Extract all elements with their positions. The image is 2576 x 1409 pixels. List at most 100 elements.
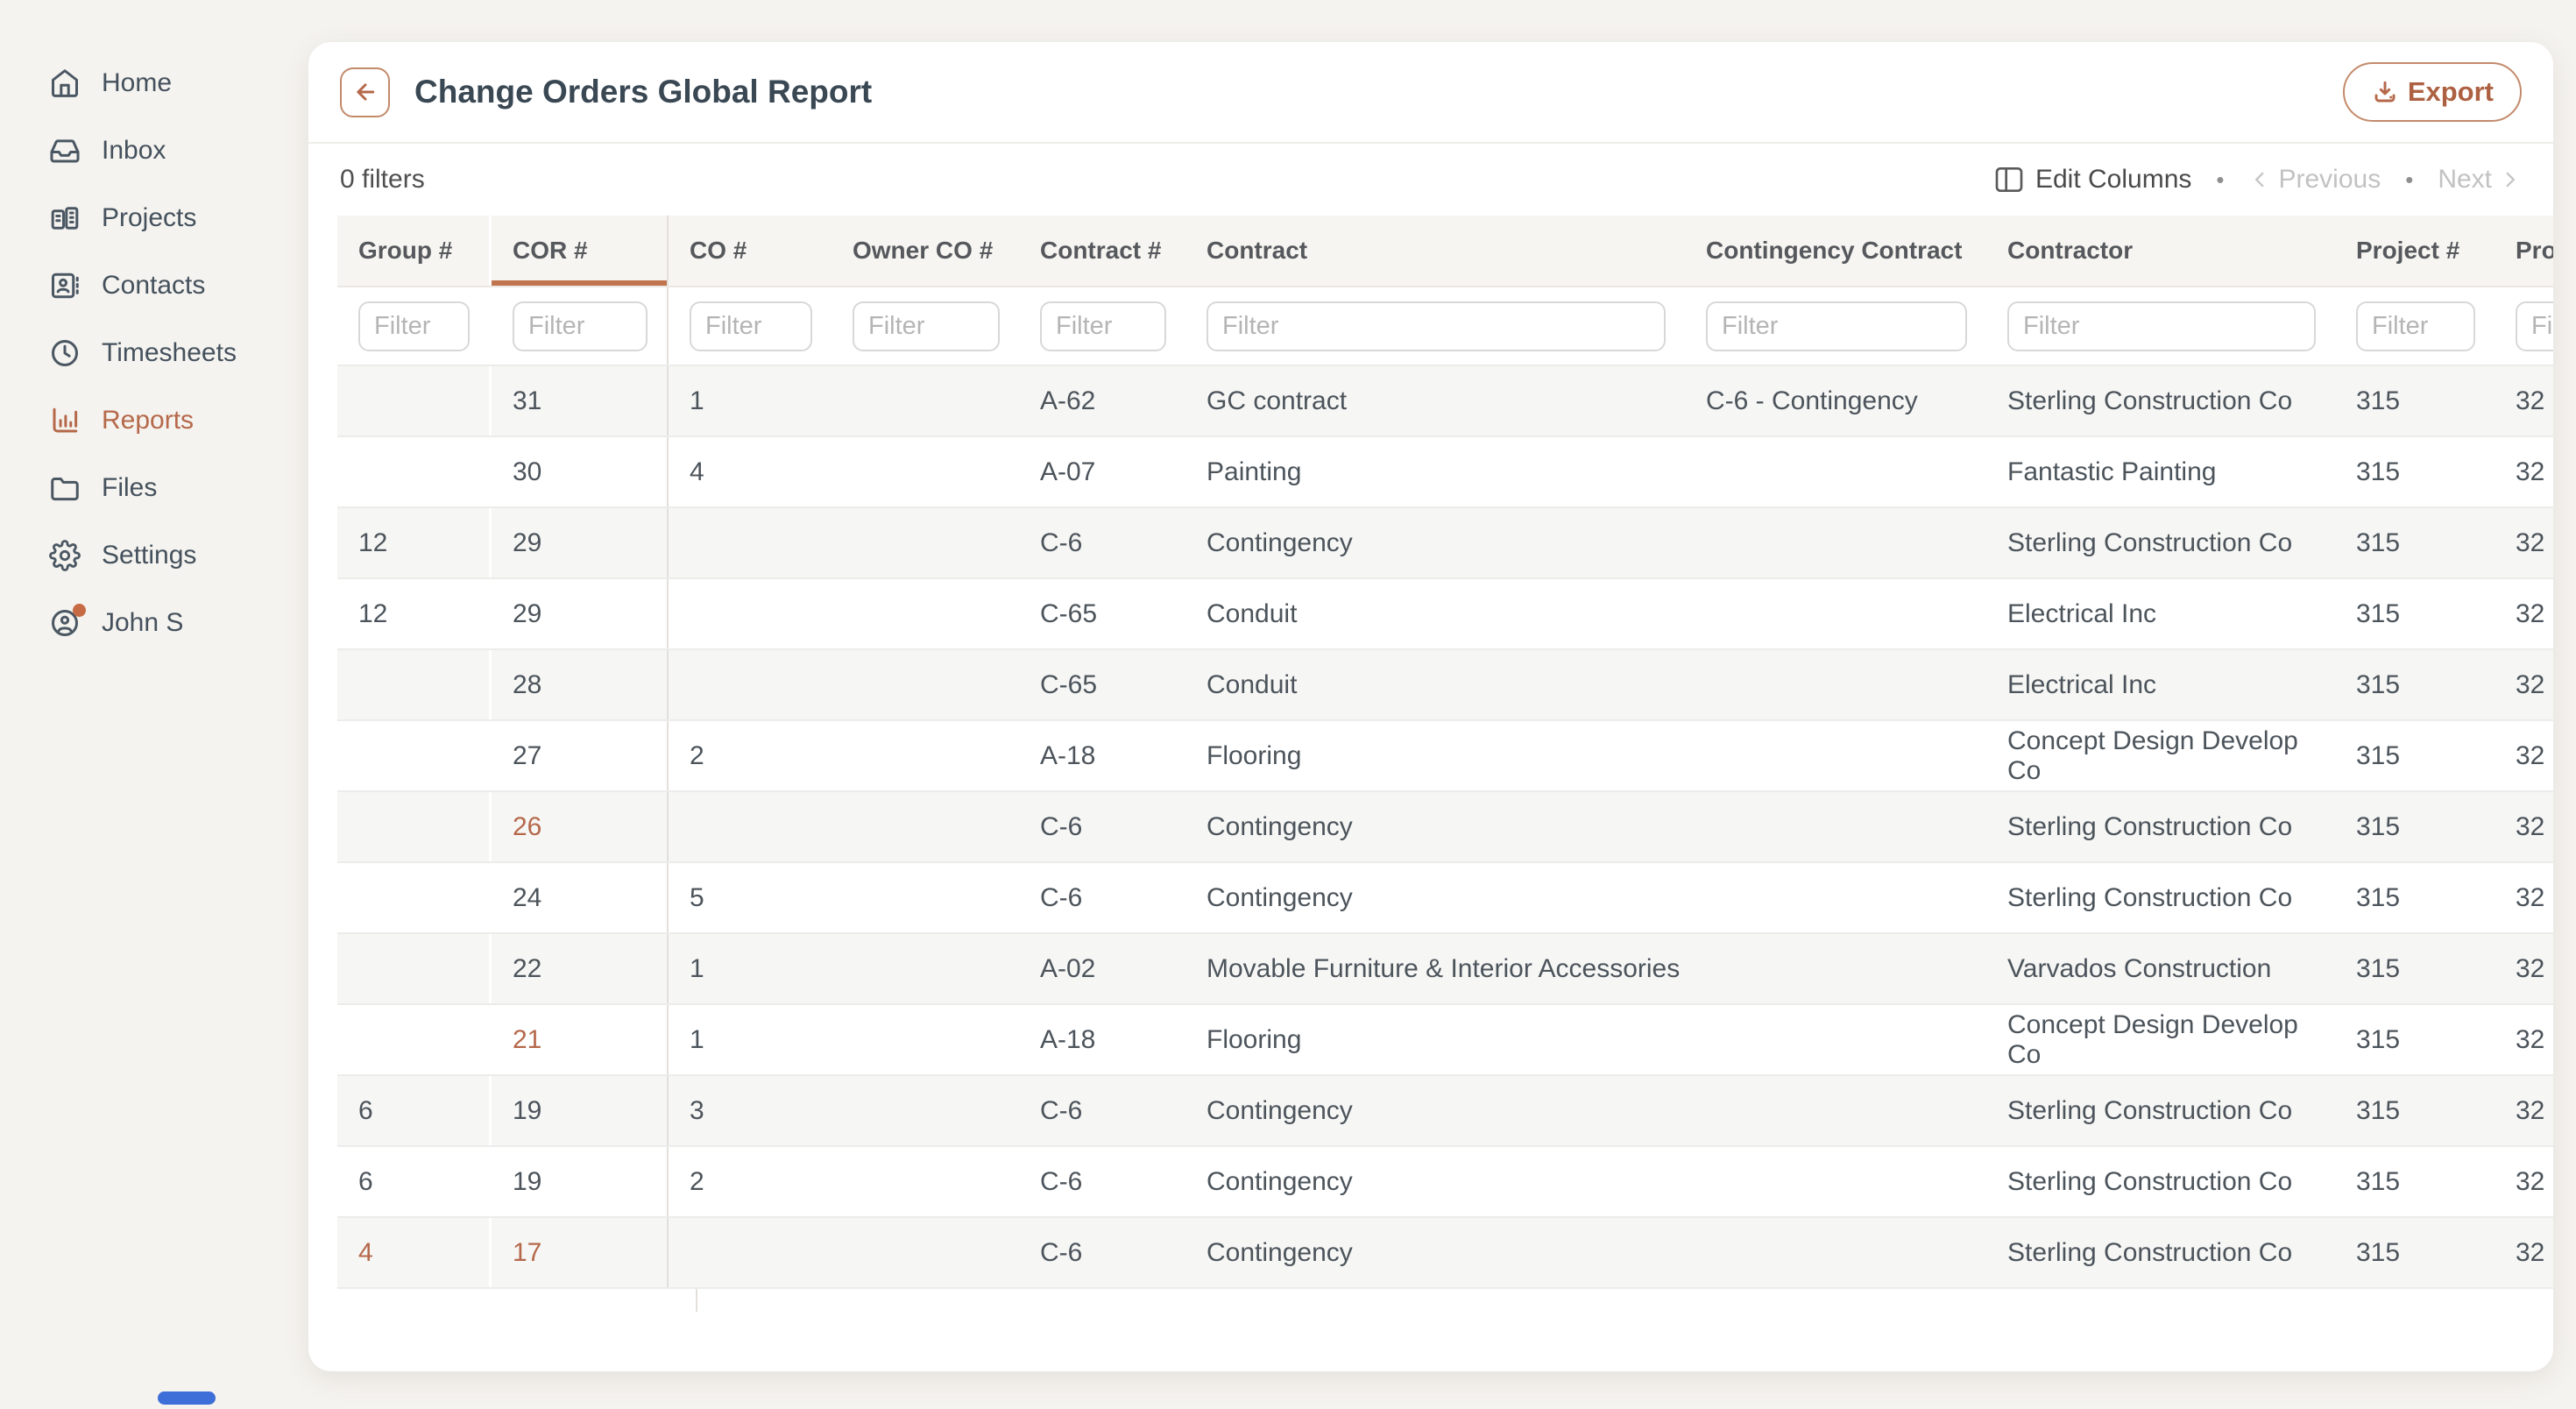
edit-columns-button[interactable]: Edit Columns <box>1995 165 2191 195</box>
sidebar-item-reports[interactable]: Reports <box>0 386 308 454</box>
filter-input-contract_no[interactable] <box>1040 301 1166 351</box>
next-label: Next <box>2438 165 2492 194</box>
filter-input-project_no[interactable] <box>2356 301 2475 351</box>
cell-contract_no: C-65 <box>1040 669 1098 699</box>
sidebar-item-settings[interactable]: Settings <box>0 521 308 589</box>
cell-contractor: Electrical Inc <box>2007 598 2157 628</box>
cell-contractor: Fantastic Painting <box>2007 457 2217 486</box>
cell-contingency_contract <box>1685 437 1986 506</box>
filter-cell-project_partial <box>2495 287 2553 365</box>
table-row[interactable]: 26 C-6 Contingency Sterling Construction Co… <box>337 792 2553 863</box>
table-row[interactable]: 6 19 3 C-6 Contingency Sterling Construction … <box>337 1076 2553 1147</box>
sidebar-item-label: Timesheets <box>102 337 237 367</box>
table-row[interactable]: 4 17 C-6 Contingency Sterling Construction C… <box>337 1218 2553 1289</box>
cor-link[interactable]: 17 <box>492 1218 669 1287</box>
cell-project_no: 315 <box>2356 457 2401 486</box>
sidebar-item-projects[interactable]: Projects <box>0 184 308 251</box>
contacts-icon <box>49 270 81 301</box>
cell-co: 1 <box>690 953 704 983</box>
cell-contract_no: A-02 <box>1040 953 1096 983</box>
inbox-icon <box>49 135 81 166</box>
sidebar-item-contacts[interactable]: Contacts <box>0 251 308 319</box>
cell-owner_co <box>832 863 1019 932</box>
table-row[interactable]: 31 1 A-62 GC contract C-6 - Contingency Sterl… <box>337 366 2553 437</box>
table-row[interactable]: 12 29 C-6 Contingency Sterling Construction … <box>337 508 2553 579</box>
column-header-contingency_contract[interactable]: Contingency Contract <box>1706 237 1963 264</box>
cell-project_no: 315 <box>2356 1166 2401 1196</box>
cell-contract_no: A-62 <box>1040 386 1096 415</box>
back-button[interactable] <box>340 67 390 117</box>
cell-owner_co <box>832 1076 1019 1145</box>
cell-co <box>669 579 832 648</box>
cell-co: 1 <box>690 386 704 415</box>
report-card: Change Orders Global Report Export 0 fil… <box>308 42 2553 1371</box>
column-header-owner_co[interactable]: Owner CO # <box>853 237 994 264</box>
card-header: Change Orders Global Report Export <box>308 42 2553 144</box>
sidebar-item-label: Settings <box>102 540 197 570</box>
column-header-contractor[interactable]: Contractor <box>2007 237 2134 264</box>
filter-cell-group <box>337 287 492 365</box>
cell-co: 2 <box>690 740 704 770</box>
cell-cor: 29 <box>492 579 669 648</box>
cell-group <box>337 721 492 790</box>
cell-project_partial: 32 <box>2516 740 2545 770</box>
filter-input-group[interactable] <box>358 301 470 351</box>
column-header-project_partial[interactable]: Pro <box>2516 237 2553 264</box>
sidebar-item-timesheets[interactable]: Timesheets <box>0 319 308 386</box>
table-row[interactable]: 21 1 A-18 Flooring Concept Design Develop Co… <box>337 1005 2553 1076</box>
sidebar-item-files[interactable]: Files <box>0 454 308 521</box>
table-row[interactable]: 28 C-65 Conduit Electrical Inc 315 32 <box>337 650 2553 721</box>
filter-input-project_partial[interactable] <box>2516 301 2553 351</box>
filter-input-cor[interactable] <box>513 301 648 351</box>
column-header-co[interactable]: CO # <box>690 237 747 264</box>
table-row[interactable]: 12 29 C-65 Conduit Electrical Inc 315 32 <box>337 579 2553 650</box>
table-row[interactable]: 24 5 C-6 Contingency Sterling Construction C… <box>337 863 2553 934</box>
sidebar-item-home[interactable]: Home <box>0 49 308 117</box>
horizontal-scrollbar-thumb[interactable] <box>158 1391 216 1405</box>
table-row[interactable]: 6 19 2 C-6 Contingency Sterling Construction … <box>337 1147 2553 1218</box>
cell-contract: Contingency <box>1207 1166 1353 1196</box>
filter-cell-cor <box>492 287 669 365</box>
table-row[interactable]: 22 1 A-02 Movable Furniture & Interior Acce… <box>337 934 2553 1005</box>
filter-cell-owner_co <box>832 287 1019 365</box>
column-header-group[interactable]: Group # <box>337 216 492 286</box>
previous-button[interactable]: Previous <box>2248 165 2381 195</box>
cell-project_partial: 32 <box>2516 1095 2545 1125</box>
cell-group <box>337 863 492 932</box>
cell-cor: 29 <box>492 508 669 577</box>
cell-co: 5 <box>690 882 704 912</box>
column-header-contract_no[interactable]: Contract # <box>1040 237 1162 264</box>
column-header-cor[interactable]: COR # <box>492 216 669 286</box>
column-header-project_no[interactable]: Project # <box>2356 237 2460 264</box>
sidebar-item-john-s[interactable]: John S <box>0 589 308 656</box>
chevron-right-icon <box>2499 168 2522 191</box>
cell-contract_no: C-6 <box>1040 811 1083 841</box>
table-row[interactable]: 30 4 A-07 Painting Fantastic Painting 315 32 <box>337 437 2553 508</box>
files-icon <box>49 472 81 504</box>
filter-input-contract[interactable] <box>1207 301 1666 351</box>
column-header-contract[interactable]: Contract <box>1207 237 1308 264</box>
filter-input-owner_co[interactable] <box>853 301 1000 351</box>
sidebar-item-inbox[interactable]: Inbox <box>0 117 308 184</box>
table-row[interactable]: 27 2 A-18 Flooring Concept Design Develop Co… <box>337 721 2553 792</box>
cell-project_no: 315 <box>2356 882 2401 912</box>
cell-contract_no: C-65 <box>1040 598 1098 628</box>
cell-project_no: 315 <box>2356 386 2401 415</box>
filter-cell-contractor <box>1986 287 2335 365</box>
cell-contingency_contract <box>1685 721 1986 790</box>
cell-co: 3 <box>690 1095 704 1125</box>
filter-input-contractor[interactable] <box>2007 301 2316 351</box>
export-button[interactable]: Export <box>2342 62 2522 122</box>
notification-badge <box>73 603 86 617</box>
table-filter-row <box>337 287 2553 366</box>
group-link[interactable]: 4 <box>337 1218 492 1287</box>
cell-contract: Painting <box>1207 457 1302 486</box>
cell-group <box>337 437 492 506</box>
cor-link[interactable]: 21 <box>492 1005 669 1074</box>
next-button[interactable]: Next <box>2438 165 2522 195</box>
filter-input-contingency_contract[interactable] <box>1706 301 1967 351</box>
cell-owner_co <box>832 366 1019 435</box>
filter-input-co[interactable] <box>690 301 812 351</box>
cor-link[interactable]: 26 <box>492 792 669 861</box>
cell-cor: 30 <box>492 437 669 506</box>
